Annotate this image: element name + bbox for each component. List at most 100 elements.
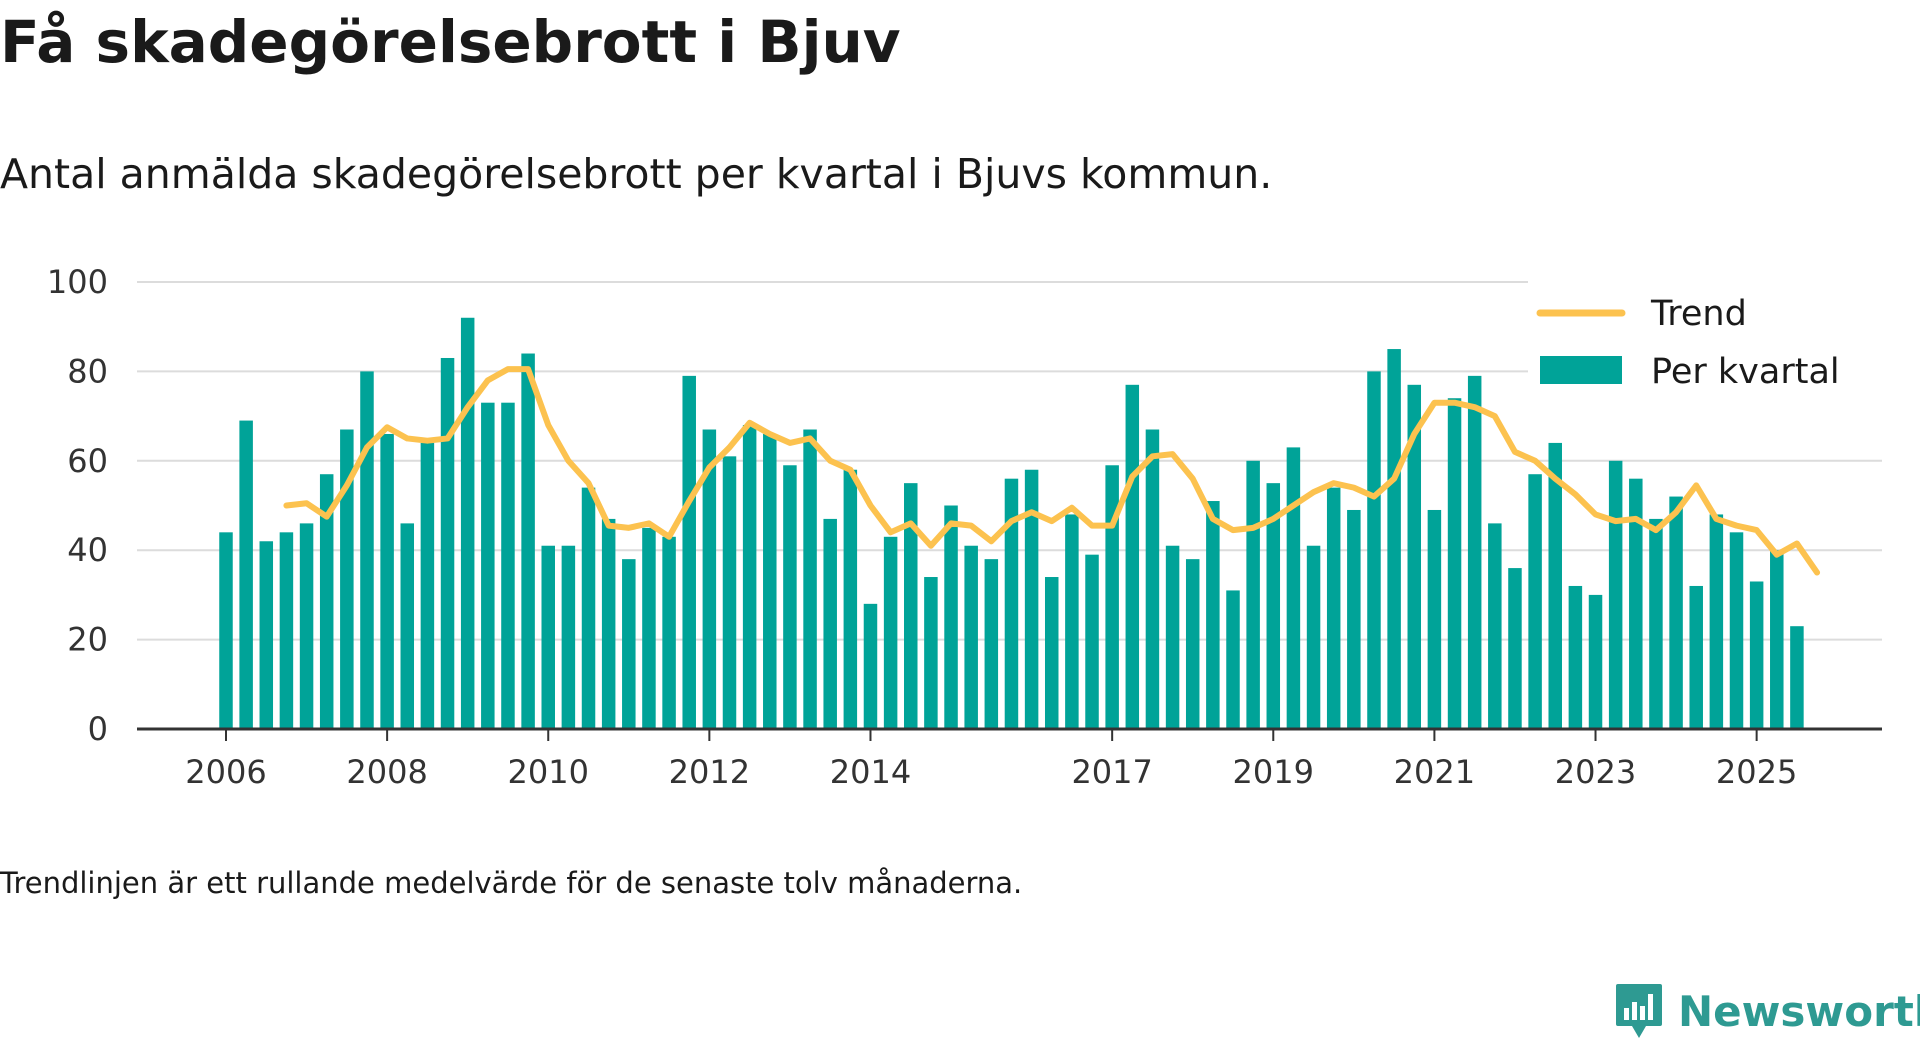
bar xyxy=(1407,384,1422,729)
bar xyxy=(1749,581,1764,729)
y-axis-ticks: 0 20 40 60 80 100 xyxy=(47,263,108,748)
bar xyxy=(1226,590,1240,729)
bar xyxy=(622,559,636,729)
y-tick-label: 60 xyxy=(67,442,108,480)
bar xyxy=(1629,478,1643,729)
bar xyxy=(420,442,435,729)
bar xyxy=(1024,469,1039,729)
bar xyxy=(722,456,737,729)
bar xyxy=(783,465,797,729)
bar xyxy=(1608,460,1623,729)
bar xyxy=(1689,585,1703,729)
bar xyxy=(1669,496,1683,729)
bar-chart: 0 20 40 60 80 100 2006 2008 2010 2012 2014 2017 201… xyxy=(46,263,1890,791)
y-tick-label: 40 xyxy=(67,531,108,569)
bar xyxy=(1004,478,1019,729)
x-tick-label: 2006 xyxy=(185,753,266,791)
legend-bar-label: Per kvartal xyxy=(1651,352,1840,392)
bar xyxy=(1528,474,1542,729)
bar xyxy=(561,545,576,729)
bar xyxy=(1125,384,1140,729)
bar xyxy=(924,577,938,729)
bar xyxy=(581,487,596,729)
bar xyxy=(1326,487,1341,729)
bar xyxy=(763,433,777,729)
bar xyxy=(662,536,676,729)
bar-series xyxy=(219,317,1804,729)
bar xyxy=(541,545,555,729)
bar xyxy=(440,357,455,729)
bar xyxy=(883,536,898,729)
bar xyxy=(1085,554,1099,729)
bar xyxy=(1467,375,1482,729)
bar xyxy=(1145,429,1160,729)
bar xyxy=(803,429,817,729)
bar xyxy=(1790,626,1804,729)
bar xyxy=(682,375,696,729)
bar xyxy=(843,469,858,729)
x-tick-label: 2008 xyxy=(346,753,427,791)
bar xyxy=(823,518,837,729)
bar xyxy=(319,474,334,729)
y-tick-label: 100 xyxy=(47,263,108,301)
bar xyxy=(460,317,475,729)
bar xyxy=(279,532,294,729)
bar xyxy=(702,429,717,729)
bar xyxy=(1246,460,1260,729)
brand-logo: Newsworthy xyxy=(1614,982,1920,1040)
newsworthy-logo-icon xyxy=(1616,984,1662,1038)
x-tick-label: 2019 xyxy=(1233,753,1314,791)
bar xyxy=(601,518,616,729)
bar xyxy=(360,371,374,729)
x-axis-ticks: 2006 2008 2010 2012 2014 2017 2019 2021 2023 2025 xyxy=(185,729,1797,791)
bar xyxy=(1206,501,1220,729)
bar xyxy=(481,402,495,729)
bar xyxy=(1729,532,1744,729)
bar xyxy=(1709,514,1724,729)
legend-trend-label: Trend xyxy=(1650,294,1747,334)
chart-subtitle: Antal anmälda skadegörelsebrott per kvar… xyxy=(0,150,1273,198)
footnote: Trendlinjen är ett rullande medelvärde f… xyxy=(0,866,1023,900)
x-tick-label: 2017 xyxy=(1071,753,1152,791)
bar xyxy=(1266,483,1281,729)
bar xyxy=(984,559,999,729)
y-tick-label: 0 xyxy=(88,710,108,748)
bar xyxy=(1185,559,1200,729)
x-tick-label: 2014 xyxy=(830,753,911,791)
legend: Trend Per kvartal xyxy=(1528,280,1890,410)
brand-name: Newsworthy xyxy=(1678,986,1920,1036)
bar xyxy=(1508,568,1522,729)
bar xyxy=(1447,398,1462,729)
bar xyxy=(501,402,515,729)
bar xyxy=(340,429,354,729)
bar xyxy=(219,532,233,729)
bar xyxy=(259,541,274,729)
bar xyxy=(1347,509,1361,729)
x-tick-label: 2012 xyxy=(669,753,750,791)
bar xyxy=(1286,447,1301,729)
bar xyxy=(1165,545,1180,729)
bar xyxy=(964,545,978,729)
bar xyxy=(299,523,314,729)
bar xyxy=(742,425,757,729)
bar xyxy=(1367,371,1381,729)
bar xyxy=(1065,514,1079,729)
trend-line xyxy=(283,366,1821,576)
bar xyxy=(239,420,253,729)
bar xyxy=(642,527,656,729)
bar xyxy=(1306,545,1321,729)
bar xyxy=(944,505,958,729)
bar xyxy=(380,433,394,729)
y-tick-label: 20 xyxy=(67,621,108,659)
x-tick-label: 2023 xyxy=(1555,753,1636,791)
bar xyxy=(1588,594,1603,729)
bar xyxy=(1044,577,1059,729)
bar xyxy=(1649,518,1663,729)
bar xyxy=(400,523,415,729)
bar xyxy=(1548,442,1562,729)
x-tick-label: 2021 xyxy=(1394,753,1475,791)
y-tick-label: 80 xyxy=(67,352,108,390)
bar xyxy=(1387,349,1401,729)
bar xyxy=(904,483,918,729)
bar xyxy=(1568,585,1583,729)
